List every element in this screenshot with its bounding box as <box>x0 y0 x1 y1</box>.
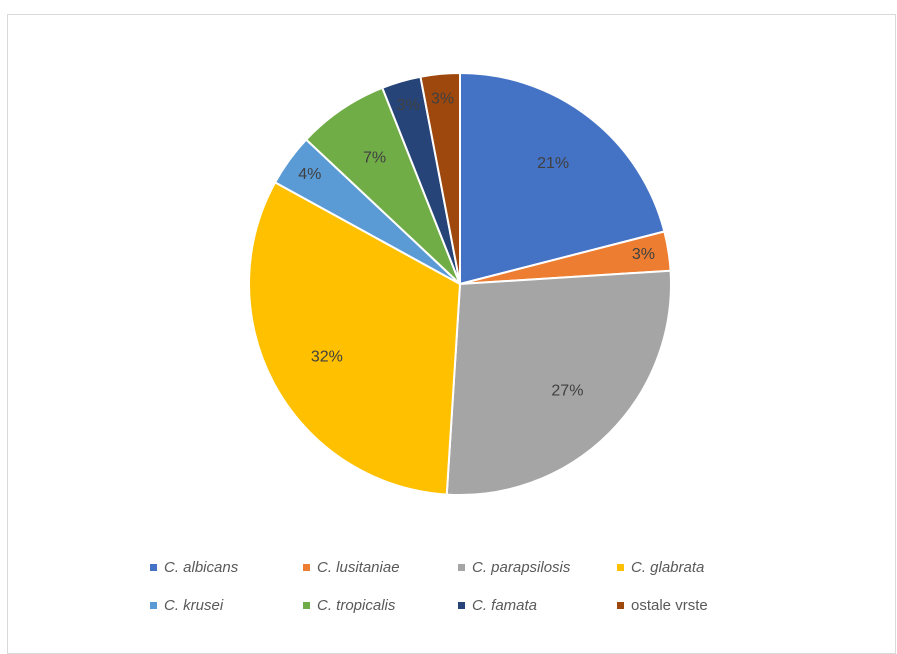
legend-swatch <box>150 601 157 609</box>
legend-item-krusei: C. krusei <box>150 597 303 614</box>
legend-item-lusitaniae: C. lusitaniae <box>303 559 458 576</box>
data-label: 21% <box>537 155 569 172</box>
legend: C. albicans C. lusitaniae C. parapsilosi… <box>150 556 790 632</box>
data-label: 4% <box>298 166 321 183</box>
legend-label: C. albicans <box>164 558 239 576</box>
legend-item-glabrata: C. glabrata <box>617 559 757 576</box>
data-label: 3% <box>397 97 420 114</box>
legend-swatch <box>617 563 624 571</box>
data-label: 3% <box>632 246 655 263</box>
legend-row-2: C. krusei C. tropicalis C. famata ostale… <box>150 594 790 616</box>
legend-swatch <box>303 563 310 571</box>
pie-chart: 21% 3% 27% 32% 4% 7% 3% 3% <box>247 71 672 496</box>
pie-slice-c-albicans <box>459 71 666 286</box>
legend-swatch <box>617 601 624 609</box>
legend-item-tropicalis: C. tropicalis <box>303 597 458 614</box>
pie-slice-c-glabrata <box>247 180 462 496</box>
legend-label: C. glabrata <box>631 558 705 576</box>
data-label: 32% <box>311 348 343 365</box>
legend-item-albicans: C. albicans <box>150 559 303 576</box>
data-label: 7% <box>363 150 386 167</box>
legend-swatch <box>458 563 465 571</box>
legend-item-ostale-vrste: ostale vrste <box>617 597 757 614</box>
legend-row-1: C. albicans C. lusitaniae C. parapsilosi… <box>150 556 790 578</box>
legend-label: C. lusitaniae <box>317 558 400 576</box>
legend-item-famata: C. famata <box>458 597 617 614</box>
data-label: 3% <box>431 90 454 107</box>
legend-swatch <box>303 601 310 609</box>
legend-label: C. tropicalis <box>317 596 396 614</box>
pie-slice-ostale-vrste <box>419 71 461 285</box>
legend-label: ostale vrste <box>631 596 708 614</box>
legend-swatch <box>458 601 465 609</box>
legend-label: C. parapsilosis <box>472 558 571 576</box>
legend-label: C. famata <box>472 596 538 614</box>
pie-slice-c-parapsilosis <box>445 269 672 496</box>
legend-item-parapsilosis: C. parapsilosis <box>458 559 617 576</box>
legend-label: C. krusei <box>164 596 224 614</box>
legend-swatch <box>150 563 157 571</box>
data-label: 27% <box>551 383 583 400</box>
